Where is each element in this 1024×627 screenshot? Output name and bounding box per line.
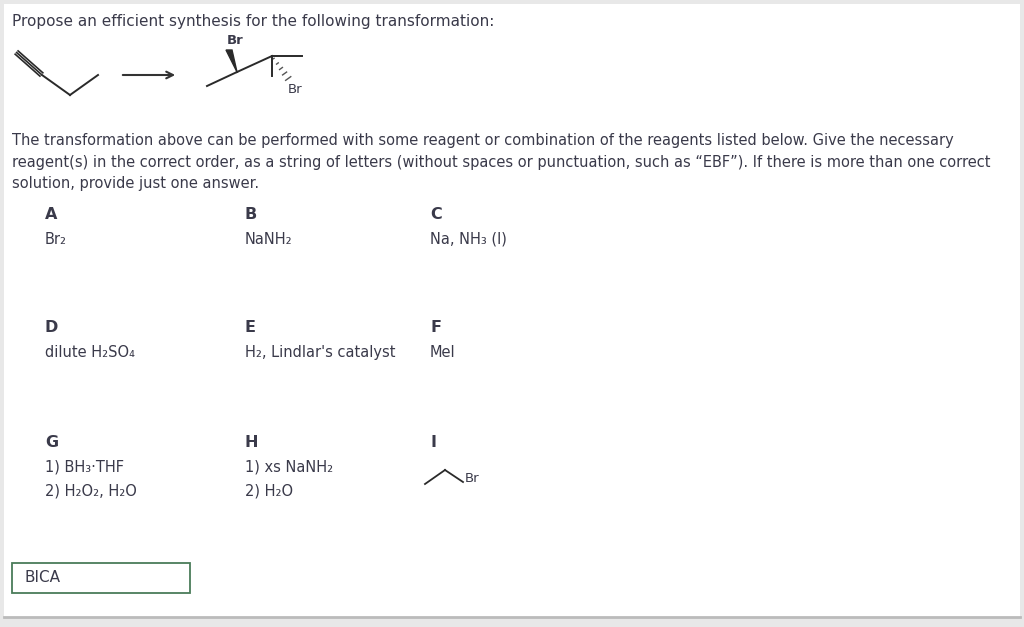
Text: Br₂: Br₂ [45,232,67,247]
Text: A: A [45,207,57,222]
Text: G: G [45,435,58,450]
Text: BICA: BICA [24,571,60,586]
Text: Na, NH₃ (l): Na, NH₃ (l) [430,232,507,247]
Text: I: I [430,435,436,450]
Text: H₂, Lindlar's catalyst: H₂, Lindlar's catalyst [245,345,395,360]
Text: NaNH₂: NaNH₂ [245,232,293,247]
Text: H: H [245,435,258,450]
FancyBboxPatch shape [4,4,1020,618]
Text: Propose an efficient synthesis for the following transformation:: Propose an efficient synthesis for the f… [12,14,495,29]
Text: Br: Br [465,472,479,485]
Text: D: D [45,320,58,335]
FancyBboxPatch shape [12,563,190,593]
Text: Br: Br [288,83,303,96]
Text: The transformation above can be performed with some reagent or combination of th: The transformation above can be performe… [12,133,990,191]
Text: B: B [245,207,257,222]
Text: C: C [430,207,441,222]
Text: 1) xs NaNH₂
2) H₂O: 1) xs NaNH₂ 2) H₂O [245,460,333,498]
Text: F: F [430,320,441,335]
Text: Br: Br [227,34,244,47]
Text: MeI: MeI [430,345,456,360]
Text: 1) BH₃·THF
2) H₂O₂, H₂O: 1) BH₃·THF 2) H₂O₂, H₂O [45,460,137,498]
Polygon shape [226,50,237,72]
Text: E: E [245,320,256,335]
Text: dilute H₂SO₄: dilute H₂SO₄ [45,345,135,360]
